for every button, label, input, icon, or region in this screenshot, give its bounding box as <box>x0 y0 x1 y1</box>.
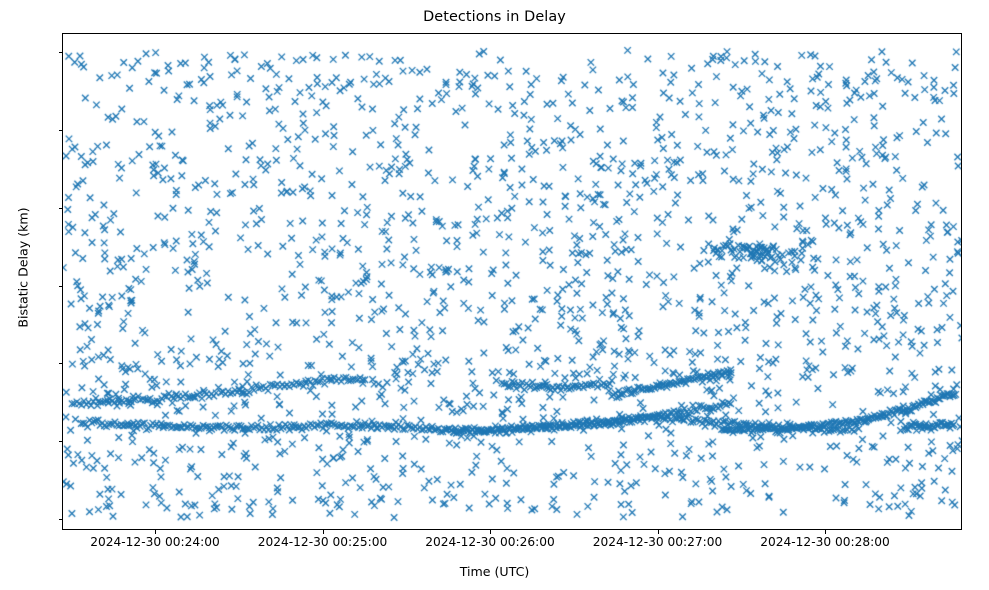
x-tick-label-4: 2024-12-30 00:28:00 <box>760 535 890 549</box>
x-axis-label: Time (UTC) <box>459 564 530 579</box>
y-tick-mark-10 <box>58 441 63 443</box>
x-tick-label-3: 2024-12-30 00:27:00 <box>592 535 723 549</box>
x-tick-mark-0 <box>155 530 157 534</box>
y-tick-mark-40 <box>58 207 63 209</box>
x-tick-label-0: 2024-12-30 00:24:00 <box>90 535 220 549</box>
plot-area <box>62 33 962 530</box>
y-tick-mark-60 <box>58 52 63 54</box>
y-tick-mark-0 <box>58 519 63 521</box>
y-tick-mark-20 <box>58 363 63 365</box>
x-tick-mark-2 <box>490 530 492 534</box>
x-tick-mark-3 <box>657 530 659 534</box>
x-tick-label-1: 2024-12-30 00:25:00 <box>257 535 388 549</box>
y-tick-mark-30 <box>58 285 63 287</box>
x-tick-label-2: 2024-12-30 00:26:00 <box>425 535 555 549</box>
scatter-plot-canvas <box>63 34 961 529</box>
page-title: Detections in Delay <box>423 9 566 25</box>
x-tick-mark-4 <box>825 530 827 534</box>
y-tick-mark-50 <box>58 129 63 131</box>
x-tick-mark-1 <box>322 530 324 534</box>
y-axis-label: Bistatic Delay (km) <box>15 207 31 328</box>
